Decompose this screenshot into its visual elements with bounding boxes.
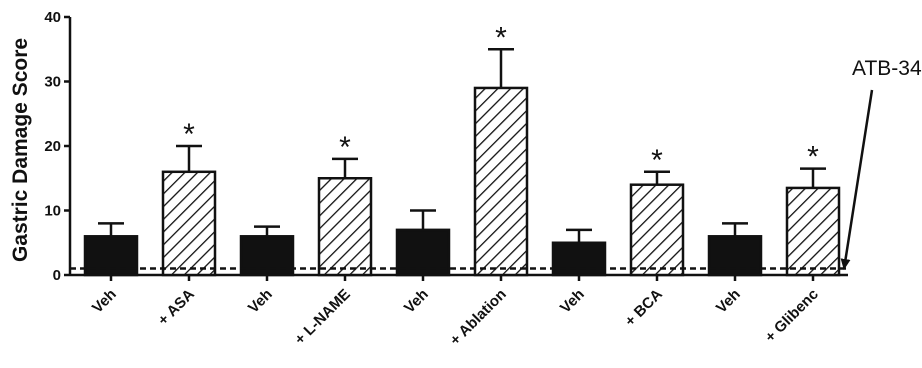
bar-hatched bbox=[473, 86, 529, 277]
y-axis-label: Gastric Damage Score bbox=[9, 38, 32, 262]
bar-solid bbox=[239, 235, 295, 277]
x-tick-label: Veh bbox=[401, 286, 432, 317]
significance-marker: * bbox=[339, 131, 351, 164]
x-tick-label: + Ablation bbox=[447, 286, 510, 349]
significance-marker: * bbox=[651, 144, 663, 177]
x-tick-label: Veh bbox=[557, 286, 588, 317]
bar-solid bbox=[551, 241, 607, 277]
x-tick-label: Veh bbox=[713, 286, 744, 317]
annotation-arrow bbox=[840, 89, 874, 270]
bar-hatched bbox=[785, 186, 841, 277]
x-tick-label: + L-NAME bbox=[291, 286, 353, 348]
annotation-label: ATB-346 bbox=[852, 57, 922, 80]
bar-hatched bbox=[161, 170, 217, 277]
significance-marker: * bbox=[807, 141, 819, 174]
y-tick-label: 40 bbox=[44, 9, 61, 26]
x-tick-label: + Glibenc bbox=[762, 286, 822, 346]
x-tick-label: + ASA bbox=[155, 286, 198, 329]
bar-hatched bbox=[317, 177, 373, 277]
y-tick-label: 20 bbox=[44, 138, 61, 155]
significance-marker: * bbox=[495, 21, 507, 54]
bar-hatched bbox=[629, 183, 685, 277]
y-tick-label: 10 bbox=[44, 203, 61, 220]
x-tick-label: + BCA bbox=[622, 286, 666, 330]
x-tick-label: Veh bbox=[245, 286, 276, 317]
y-tick-label: 0 bbox=[53, 267, 61, 284]
y-tick-label: 30 bbox=[44, 74, 61, 91]
x-tick-label: Veh bbox=[89, 286, 120, 317]
significance-marker: * bbox=[183, 118, 195, 151]
